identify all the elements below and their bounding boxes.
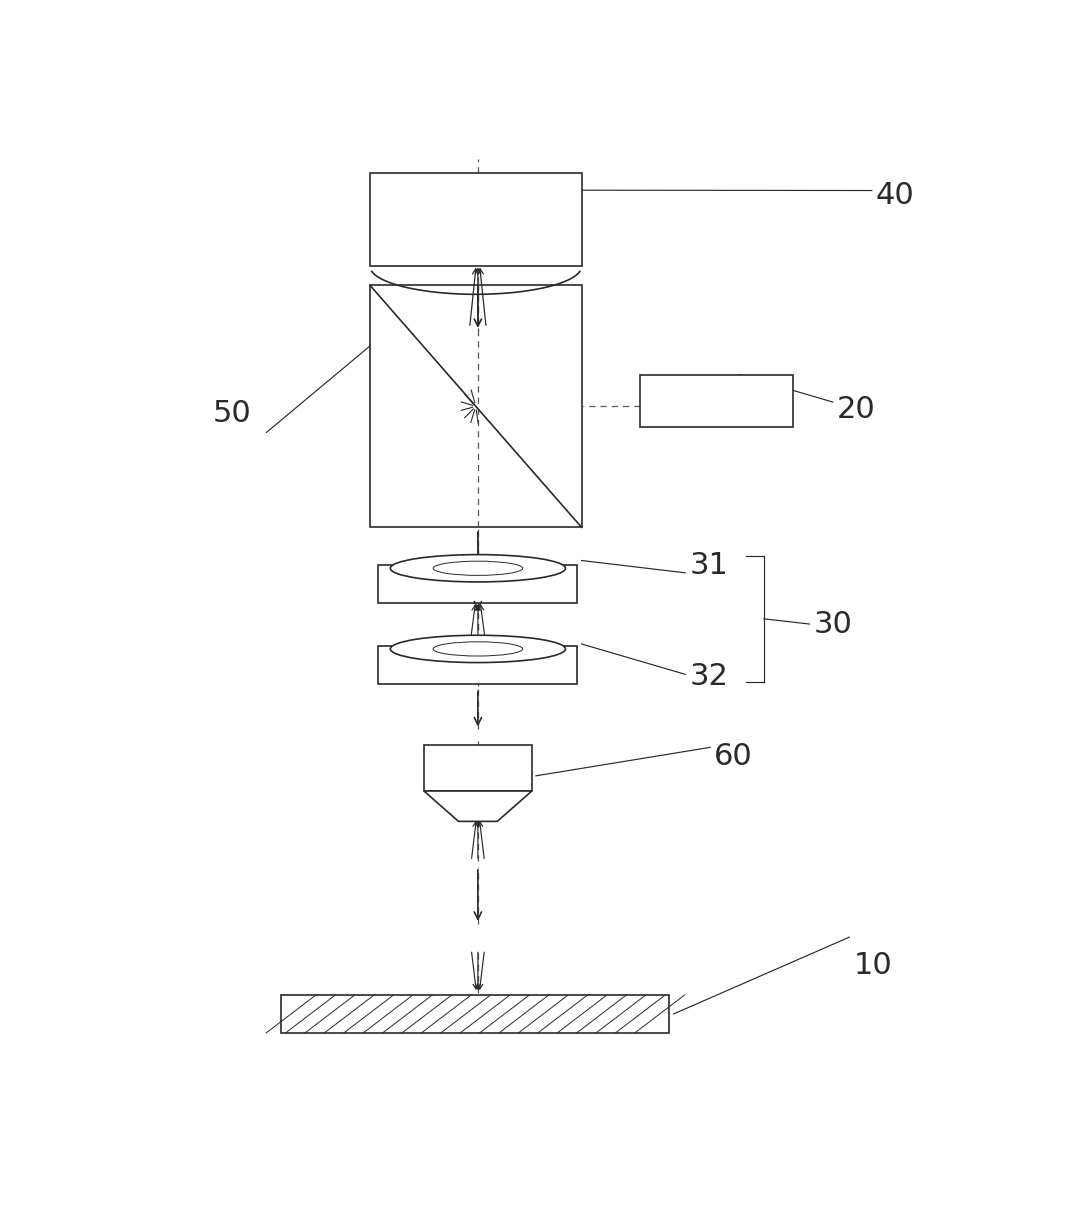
Ellipse shape (433, 642, 522, 655)
Text: 20: 20 (837, 395, 875, 424)
Bar (370, 286, 582, 527)
Bar (379, 646, 578, 684)
Bar (281, 995, 670, 1032)
Text: 31: 31 (689, 551, 729, 580)
Bar (379, 565, 578, 604)
Text: 10: 10 (854, 951, 892, 981)
Bar (640, 375, 793, 426)
Ellipse shape (391, 554, 565, 582)
Text: 30: 30 (814, 610, 853, 638)
Bar (370, 174, 582, 266)
Ellipse shape (433, 561, 522, 575)
Text: 32: 32 (689, 662, 729, 691)
Ellipse shape (391, 636, 565, 663)
Text: 60: 60 (715, 743, 753, 771)
Text: 40: 40 (876, 181, 915, 209)
Text: 50: 50 (213, 399, 251, 428)
Bar (424, 745, 532, 791)
Polygon shape (424, 791, 532, 822)
